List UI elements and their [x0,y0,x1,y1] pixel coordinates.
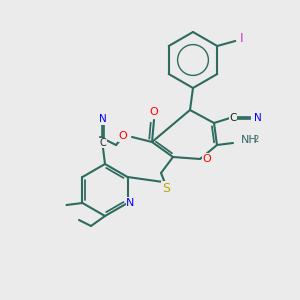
Text: N: N [254,113,262,123]
Text: C: C [100,138,106,148]
Text: 2: 2 [253,135,258,144]
Text: N: N [99,114,107,124]
Text: O: O [202,154,211,164]
Text: NH: NH [241,135,258,145]
Text: O: O [150,107,158,117]
Text: I: I [239,32,243,46]
Text: O: O [118,131,127,141]
Text: C: C [229,113,237,123]
Text: N: N [126,198,135,208]
Text: S: S [162,182,170,194]
